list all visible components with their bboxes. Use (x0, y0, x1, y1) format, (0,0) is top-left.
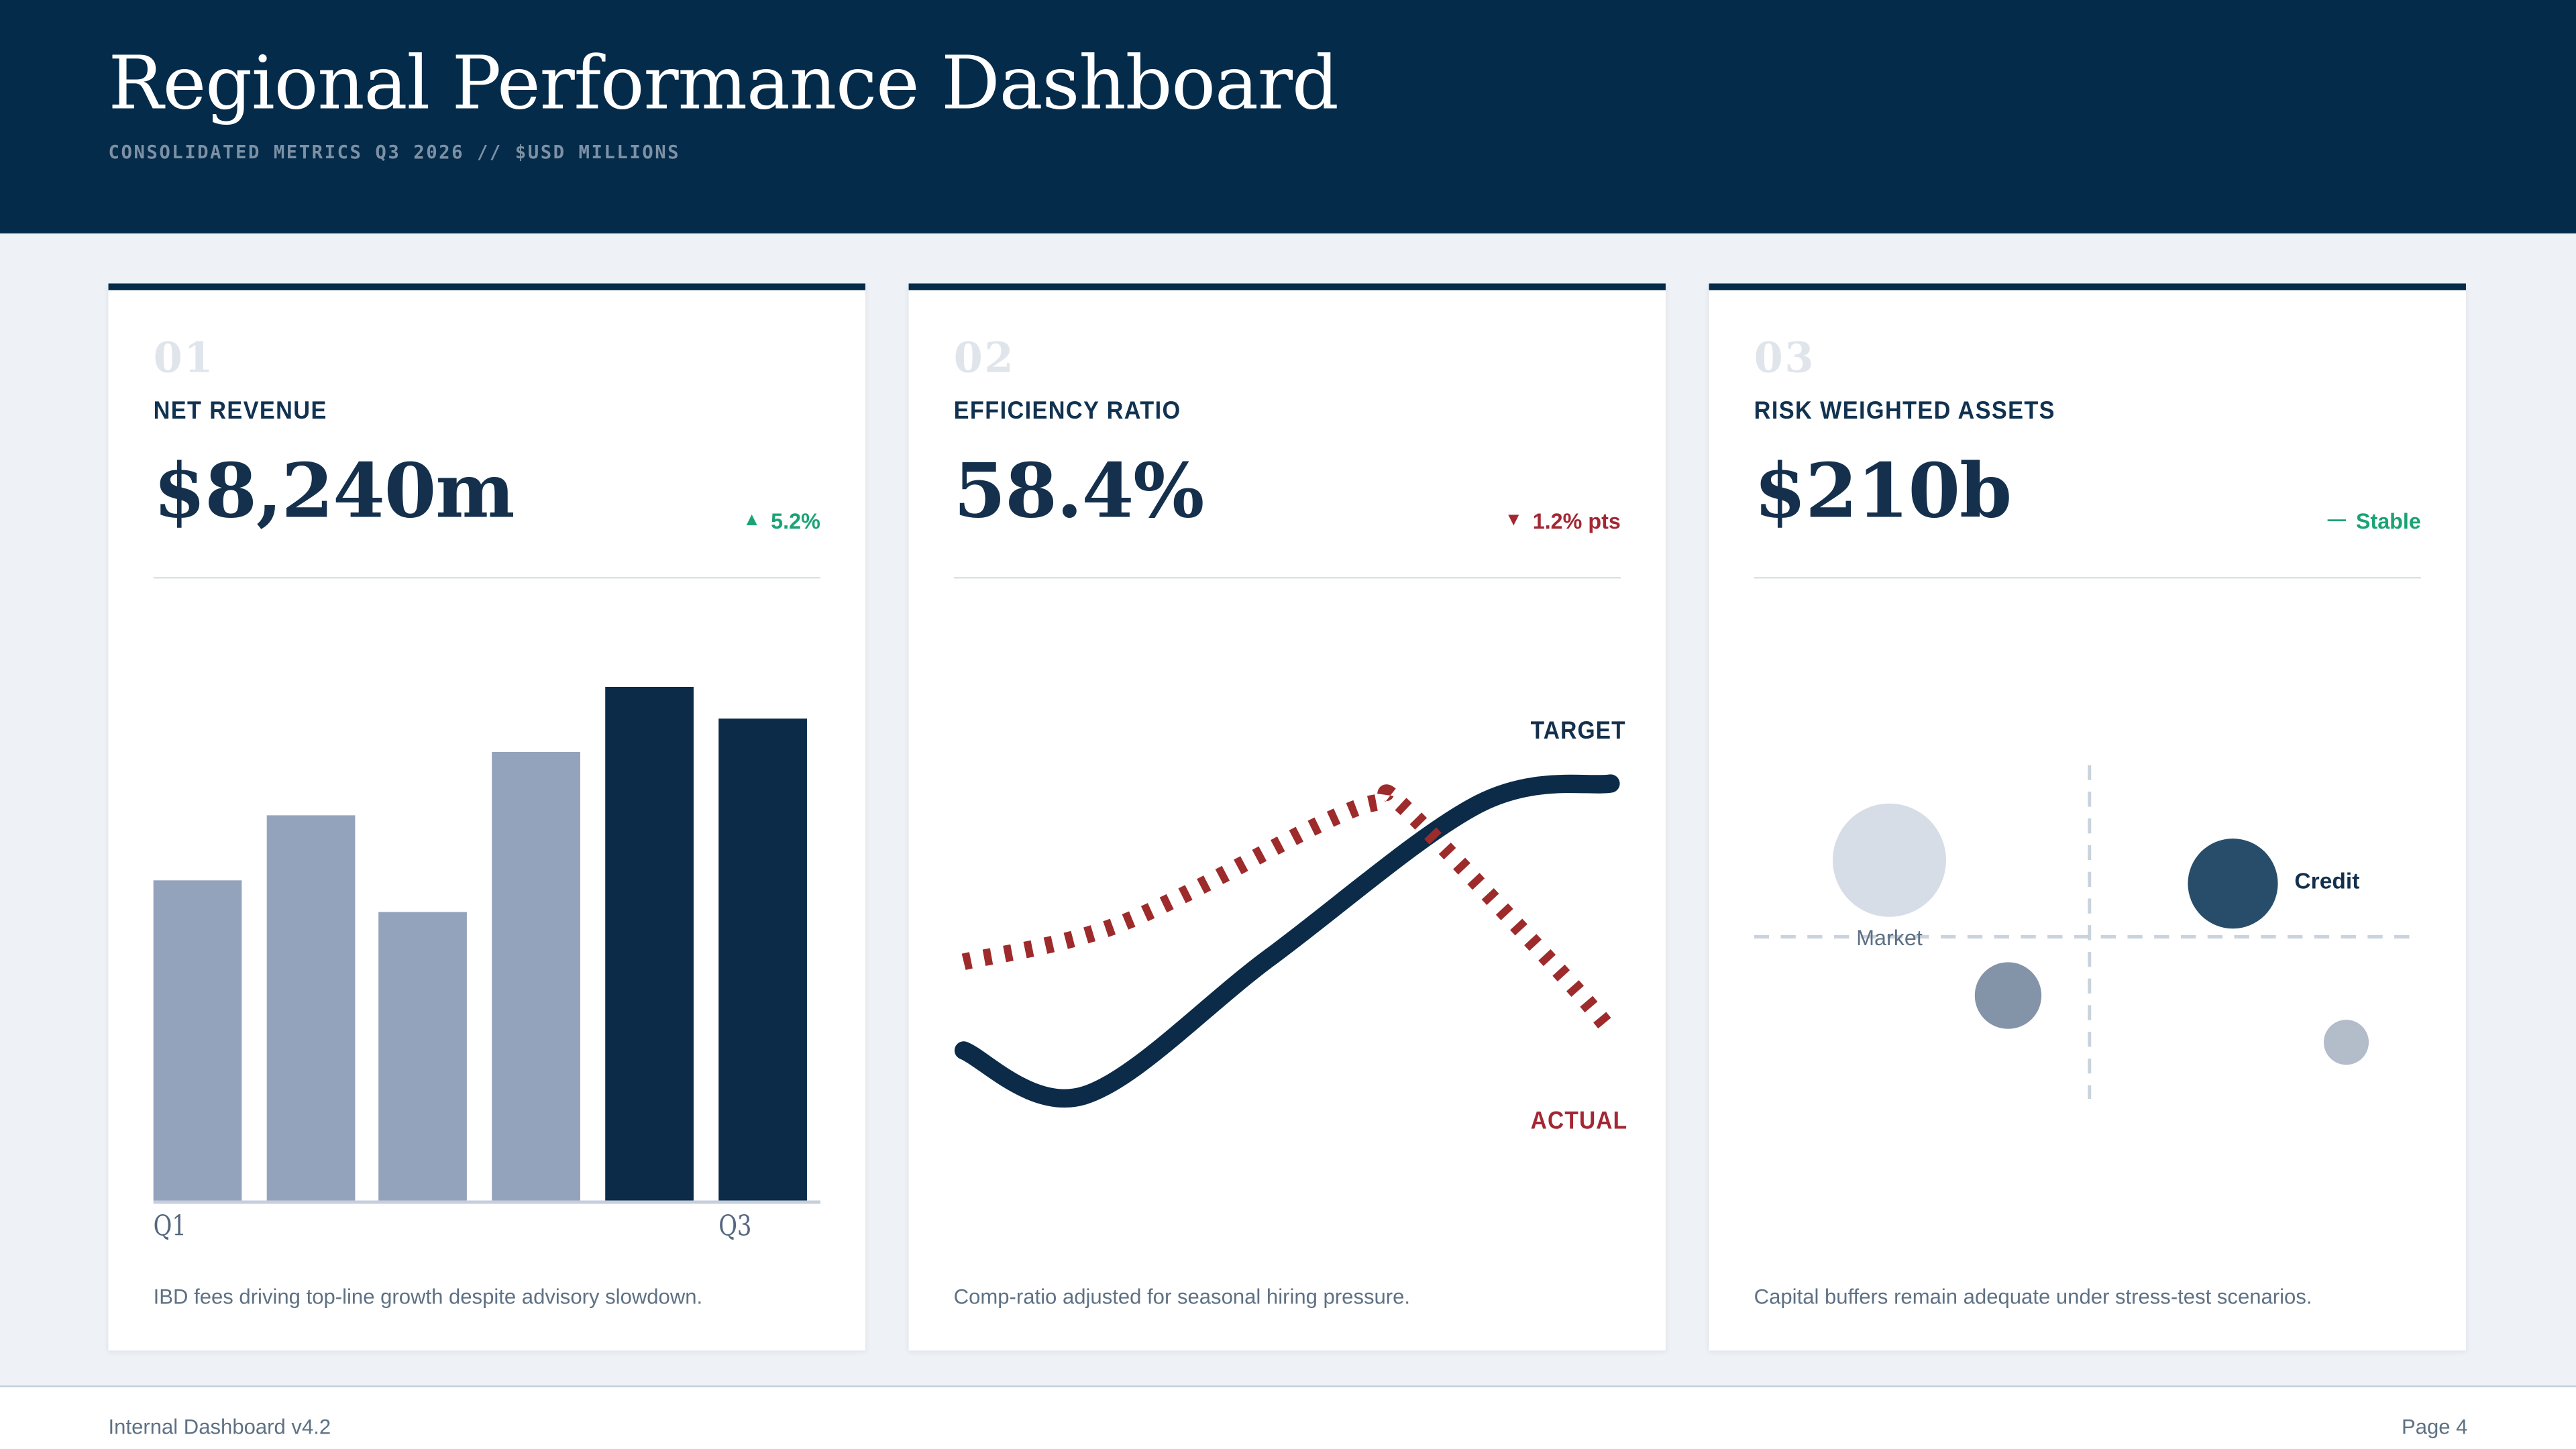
card-note: Comp-ratio adjusted for seasonal hiring … (953, 1285, 1411, 1309)
page-title: Regional Performance Dashboard (108, 42, 1339, 127)
card-index: 02 (953, 333, 1016, 382)
line-chart: TARGET ACTUAL (954, 657, 1627, 1200)
footer-version-text: Internal Dashboard v4.2 (108, 1415, 331, 1439)
page-subtitle: CONSOLIDATED METRICS Q3 2026 // $USD MIL… (108, 141, 681, 164)
target-line (954, 774, 1620, 1108)
bubble-label-credit: Credit (2294, 868, 2360, 894)
bar-1 (153, 880, 242, 1201)
card-divider (953, 576, 1621, 579)
trend-flat-icon: — (2327, 510, 2346, 531)
card-divider (153, 576, 820, 579)
metric-cards-row: 01 NET REVENUE $8,240m ▲ 5.2% Q1 Q3 IBD f… (108, 283, 2466, 1351)
metric-label: EFFICIENCY RATIO (953, 396, 1181, 425)
bubble-unlabeled-medium (1974, 962, 2042, 1029)
line-chart-svg (954, 774, 1620, 1108)
metric-value: $8,240m (153, 447, 515, 535)
masthead: Regional Performance Dashboard CONSOLIDA… (0, 0, 2576, 233)
trend-text: 1.2% pts (1532, 508, 1621, 534)
trend-up-icon: ▲ (743, 510, 761, 531)
bubble-Credit (2188, 839, 2278, 929)
actual-line (961, 784, 1617, 1036)
bubble-chart-svg (1754, 765, 2421, 1099)
metric-card-net-revenue: 01 NET REVENUE $8,240m ▲ 5.2% Q1 Q3 IBD f… (108, 283, 865, 1351)
x-tick-label-q1: Q1 (153, 1210, 186, 1244)
trend-text: 5.2% (771, 508, 820, 534)
metric-card-risk-weighted-assets: 03 RISK WEIGHTED ASSETS $210b — Stable M… (1709, 283, 2466, 1351)
trend-badge: ▲ 5.2% (743, 508, 820, 533)
trend-badge: ▼ 1.2% pts (1505, 508, 1621, 533)
actual-series-label: ACTUAL (1530, 1107, 1628, 1136)
page-footer: Internal Dashboard v4.2 Page 4 (0, 1385, 2576, 1449)
bubble-label-market: Market (1856, 925, 1923, 951)
metric-card-efficiency-ratio: 02 EFFICIENCY RATIO 58.4% ▼ 1.2% pts TAR… (908, 283, 1666, 1351)
bar-5 (604, 686, 694, 1201)
card-index: 03 (1754, 333, 1816, 382)
card-divider (1754, 576, 2421, 579)
x-tick-label-q3: Q3 (717, 1210, 751, 1244)
bar-chart: Q1 Q3 (153, 657, 820, 1244)
x-axis-line (153, 1200, 820, 1204)
bar-6 (717, 718, 806, 1201)
card-note: Capital buffers remain adequate under st… (1754, 1285, 2312, 1309)
target-series-label: TARGET (1530, 716, 1626, 745)
trend-text: Stable (2355, 508, 2421, 534)
footer-page-number: Page 4 (2401, 1415, 2468, 1439)
bubble-unlabeled-small (2323, 1020, 2369, 1065)
metric-value: $210b (1754, 447, 2012, 535)
bubble-Market (1832, 803, 1947, 917)
trend-down-icon: ▼ (1504, 510, 1523, 531)
metric-label: NET REVENUE (153, 396, 327, 425)
metric-value: 58.4% (953, 447, 1205, 535)
card-index: 01 (153, 333, 215, 382)
bar-2 (266, 815, 355, 1201)
card-note: IBD fees driving top-line growth despite… (153, 1285, 703, 1309)
metric-label: RISK WEIGHTED ASSETS (1754, 396, 2055, 425)
bar-4 (492, 752, 581, 1201)
trend-badge: — Stable (2328, 508, 2421, 533)
bubble-chart: Market Credit (1754, 657, 2421, 1200)
bar-3 (379, 912, 468, 1201)
